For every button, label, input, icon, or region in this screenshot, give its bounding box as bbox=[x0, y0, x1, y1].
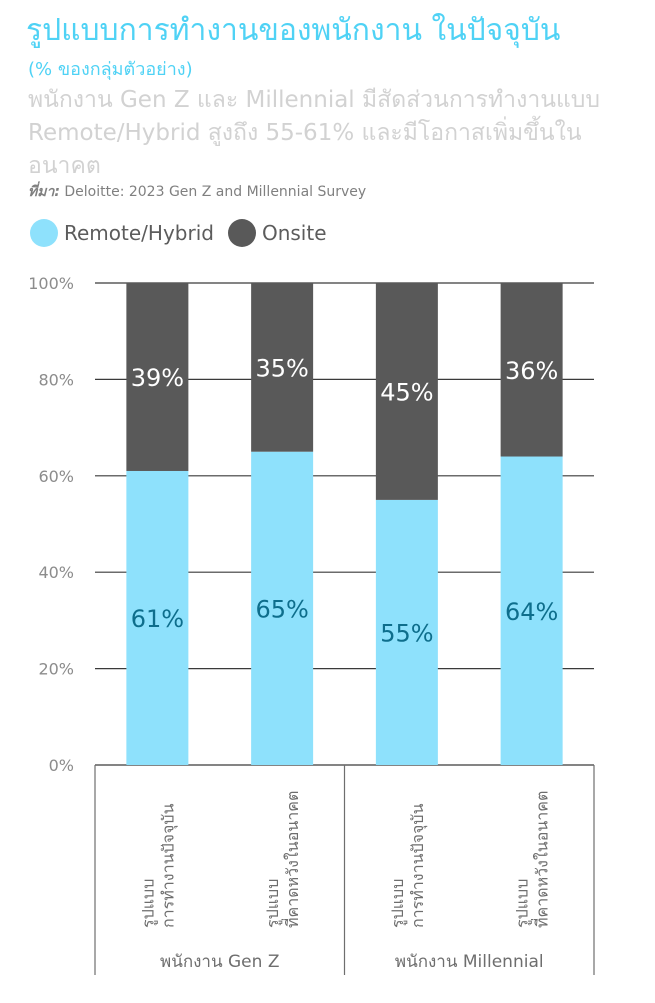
bar-remote-hybrid bbox=[251, 451, 314, 765]
data-label: 45% bbox=[380, 378, 433, 406]
data-label: 64% bbox=[505, 598, 558, 626]
x-category-label-line: รูปแบบ bbox=[263, 879, 283, 928]
data-label: 55% bbox=[380, 619, 433, 647]
data-label: 39% bbox=[131, 364, 184, 392]
legend-swatch-onsite bbox=[227, 219, 256, 247]
chart-title: รูปแบบการทำงานของพนักงาน ในปัจจุบัน bbox=[26, 13, 561, 48]
y-tick-label: 0% bbox=[49, 756, 74, 775]
legend-item-onsite: Onsite bbox=[227, 219, 327, 247]
source-text: Deloitte: 2023 Gen Z and Millennial Surv… bbox=[64, 184, 367, 200]
legend-label-remote-hybrid: Remote/Hybrid bbox=[64, 221, 214, 245]
x-category-label-line: ที่คาดหวังในอนาคต bbox=[531, 791, 552, 928]
source-note: ที่มา: Deloitte: 2023 Gen Z and Millenni… bbox=[28, 182, 366, 202]
y-tick-label: 80% bbox=[38, 370, 74, 389]
unit-note: (% ของกลุ่มตัวอย่าง) bbox=[28, 59, 193, 80]
y-tick-label: 100% bbox=[28, 274, 74, 293]
x-category-label: รูปแบบที่คาดหวังในอนาคต bbox=[263, 791, 302, 928]
legend-label-onsite: Onsite bbox=[261, 221, 327, 245]
x-category-label-line: รูปแบบ bbox=[513, 879, 533, 928]
y-tick-label: 20% bbox=[38, 660, 74, 679]
data-label: 61% bbox=[131, 605, 184, 633]
bar-onsite bbox=[375, 283, 438, 500]
legend-item-remote-hybrid: Remote/Hybrid bbox=[30, 219, 214, 247]
bar-onsite bbox=[500, 283, 563, 457]
x-category-label: รูปแบบการทำงานปัจจุบัน bbox=[388, 803, 428, 928]
bar-onsite bbox=[126, 283, 189, 471]
legend: Remote/Hybrid Onsite bbox=[30, 218, 327, 248]
bar-remote-hybrid bbox=[375, 499, 438, 765]
x-category-label-line: การทำงานปัจจุบัน bbox=[158, 803, 178, 928]
x-category-label-line: ที่คาดหวังในอนาคต bbox=[281, 791, 302, 928]
group-label: พนักงาน Gen Z bbox=[160, 952, 279, 972]
y-tick-label: 40% bbox=[38, 563, 74, 582]
x-category-label-line: การทำงานปัจจุบัน bbox=[408, 803, 428, 928]
x-category-label-line: รูปแบบ bbox=[138, 879, 158, 928]
bar-remote-hybrid bbox=[500, 456, 563, 765]
chart-subtitle: พนักงาน Gen Z และ Millennial มีสัดส่วนกา… bbox=[28, 87, 600, 179]
y-tick-label: 60% bbox=[38, 467, 74, 486]
bar-remote-hybrid bbox=[126, 470, 189, 765]
group-label: พนักงาน Millennial bbox=[395, 952, 544, 972]
data-label: 35% bbox=[255, 354, 308, 382]
x-category-label-line: รูปแบบ bbox=[388, 879, 408, 928]
source-label: ที่มา: bbox=[28, 184, 60, 200]
data-label: 36% bbox=[505, 357, 558, 385]
legend-swatch-remote-hybrid bbox=[30, 219, 58, 247]
x-category-label: รูปแบบการทำงานปัจจุบัน bbox=[138, 803, 178, 928]
bar-onsite bbox=[251, 283, 314, 452]
x-category-label: รูปแบบที่คาดหวังในอนาคต bbox=[513, 791, 552, 928]
data-label: 65% bbox=[255, 595, 308, 623]
